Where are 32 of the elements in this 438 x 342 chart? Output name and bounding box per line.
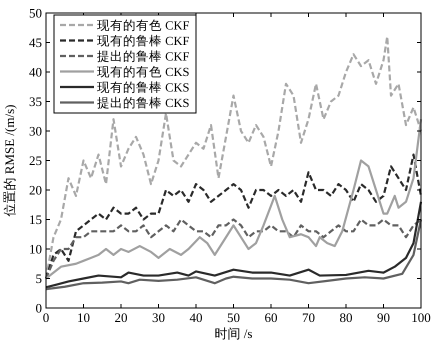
x-tick-label: 90: [377, 310, 390, 325]
legend-label: 现有的有色 CKS: [97, 65, 190, 79]
y-tick-label: 30: [29, 124, 42, 138]
y-tick-label: 15: [29, 212, 42, 227]
x-tick-label: 40: [190, 310, 202, 325]
x-tick-label: 50: [227, 310, 240, 325]
y-tick-label: 0: [36, 300, 42, 316]
x-axis-title: 时间 /s: [214, 326, 252, 341]
y-tick-label: 25: [29, 153, 42, 168]
x-tick-label: 30: [152, 310, 165, 325]
y-tick-label: 20: [29, 182, 42, 198]
y-tick-label: 35: [29, 94, 42, 109]
x-tick-label: 60: [264, 310, 278, 325]
legend-label: 现有的鲁棒 CKF: [97, 34, 190, 48]
x-tick-label: 70: [302, 310, 315, 325]
line-series: [44, 36, 422, 280]
y-tick-label: 40: [29, 64, 42, 80]
y-tick-label: 5: [36, 271, 42, 286]
x-tick-label: 100: [411, 310, 431, 325]
y-tick-label: 50: [29, 6, 42, 20]
x-tick-label: 80: [340, 310, 352, 325]
legend-label: 提出的鲁棒 CKS: [97, 96, 190, 110]
line-series: [44, 154, 422, 280]
x-tick-label: 20: [114, 310, 128, 325]
y-tick-label: 10: [29, 242, 42, 256]
legend-label: 现有的有色 CKF: [97, 18, 190, 32]
y-axis-title: 位置的 RMSE /(m/s): [2, 104, 17, 216]
legend-label: 现有的鲁棒 CKS: [97, 80, 190, 94]
x-tick-label: 10: [77, 310, 90, 325]
legend-label: 提出的鲁棒 CKF: [97, 50, 190, 64]
y-tick-label: 45: [29, 35, 42, 50]
line-series: [44, 200, 422, 288]
